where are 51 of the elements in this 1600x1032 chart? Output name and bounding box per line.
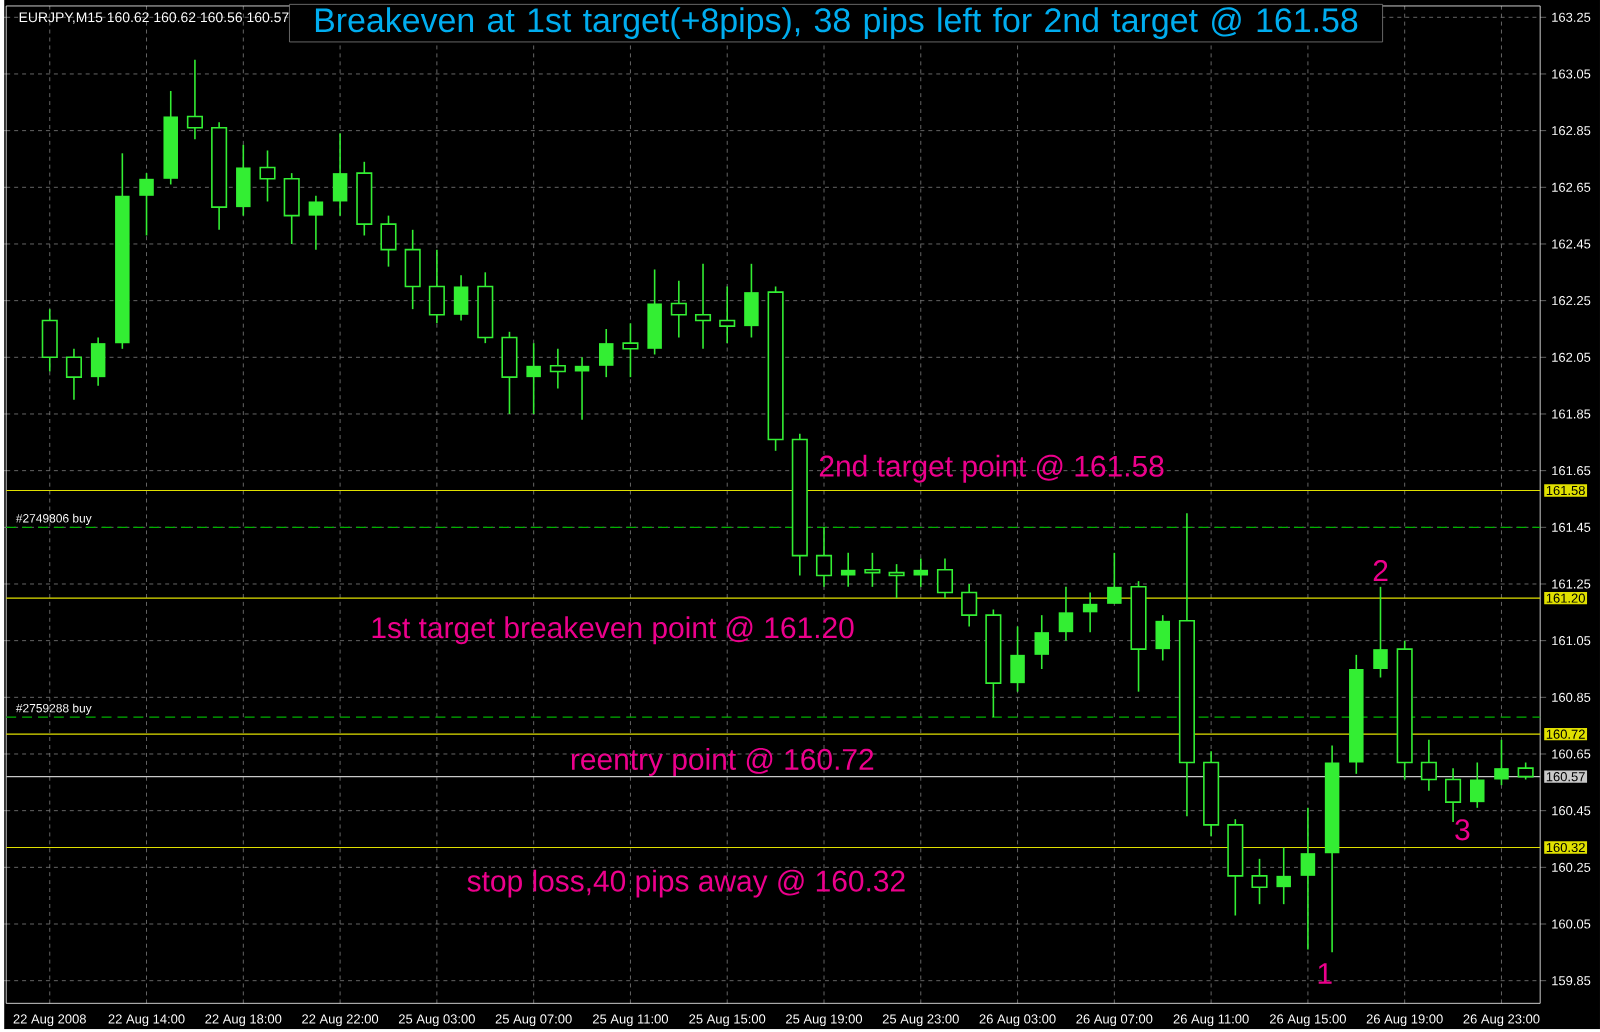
candlestick xyxy=(90,336,106,387)
candlestick xyxy=(526,342,541,415)
candlestick xyxy=(1445,767,1462,823)
candlestick xyxy=(1300,806,1316,950)
candlestick xyxy=(670,279,687,338)
candlestick xyxy=(1010,625,1025,693)
candlestick xyxy=(1034,614,1050,670)
annotation: Breakeven at 1st target(+8pips), 38 pips left for 2nd target @ 161.58 xyxy=(315,7,1358,39)
candlestick xyxy=(41,308,58,372)
candlestick xyxy=(1107,551,1122,605)
candlestick xyxy=(428,248,445,324)
candlestick xyxy=(694,262,712,350)
candlestick xyxy=(332,132,348,217)
candlestick xyxy=(1373,585,1388,678)
candlestick xyxy=(888,563,905,599)
candlestick xyxy=(864,551,881,588)
candlestick xyxy=(1251,857,1268,905)
candlestick xyxy=(1155,614,1170,661)
candlestick xyxy=(622,322,639,378)
candlestick xyxy=(404,228,421,310)
candlestick xyxy=(961,582,978,627)
candlestick xyxy=(259,149,276,202)
candlestick xyxy=(744,262,759,338)
annotation: 3 xyxy=(1455,818,1470,841)
candlestick xyxy=(186,58,203,140)
candlestick xyxy=(815,526,833,588)
candlestick xyxy=(453,274,469,321)
annotation: 1 xyxy=(1318,962,1332,984)
candlestick xyxy=(380,214,397,268)
annotation: 2nd target point @ 161.58 xyxy=(819,454,1164,483)
candlestick xyxy=(1470,761,1485,809)
annotation: 1st target breakeven point @ 161.20 xyxy=(372,616,854,644)
candlestick xyxy=(308,194,324,251)
candlestick xyxy=(1494,738,1509,786)
candlestick xyxy=(647,268,662,355)
candlestick xyxy=(1058,585,1074,642)
candlestick xyxy=(1420,738,1437,792)
candlestick xyxy=(1276,846,1291,905)
candlestick xyxy=(236,143,251,217)
candlestick xyxy=(936,557,954,599)
candlestick xyxy=(139,171,154,236)
candlestick xyxy=(283,171,300,245)
candlestick xyxy=(598,327,614,378)
candlestick xyxy=(1082,591,1098,633)
candlestick xyxy=(549,347,566,389)
annotation: 2 xyxy=(1373,559,1388,581)
candlestick xyxy=(501,330,518,415)
annotation: reentry point @ 160.72 xyxy=(571,747,874,776)
annotation: stop loss,40 pips away @ 160.32 xyxy=(467,869,905,898)
candlestick xyxy=(65,347,83,401)
candlestick xyxy=(719,285,736,344)
